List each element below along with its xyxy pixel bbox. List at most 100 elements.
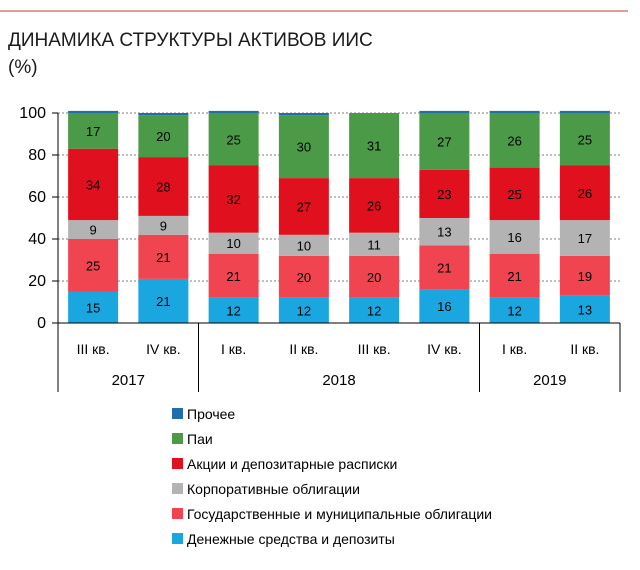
y-axis: 0 20 40 60 80 100 [19, 105, 59, 332]
data-label: 11 [367, 237, 381, 252]
bar-segment [208, 297, 259, 323]
bar-segment [138, 157, 189, 216]
data-label: 12 [226, 303, 240, 318]
data-label: 28 [156, 180, 170, 195]
bar-segment [138, 234, 189, 279]
bar-segment [559, 113, 610, 166]
chart-title: ДИНАМИКА СТРУКТУРЫ АКТИВОВ ИИС [8, 30, 373, 51]
y-tick-label: 0 [37, 315, 46, 332]
category-label: IV кв. [427, 341, 462, 357]
bar-segment [349, 178, 400, 233]
data-label: 10 [297, 238, 311, 253]
bar-segment [278, 115, 329, 179]
bar-segment [278, 297, 329, 323]
bar-segment [138, 278, 189, 323]
data-label: 16 [437, 299, 451, 314]
data-label: 9 [160, 218, 167, 233]
data-label: 26 [578, 186, 592, 201]
bar-segment [68, 220, 119, 239]
bar-segment [349, 232, 400, 256]
legend: Прочее Паи Акции и депозитарные расписки Ко… [172, 406, 492, 547]
bar-segment [489, 167, 540, 221]
data-label: 20 [156, 129, 170, 144]
legend-swatch [172, 533, 183, 544]
data-label: 21 [226, 269, 240, 284]
legend-label: Денежные средства и депозиты [187, 531, 395, 547]
data-label: 31 [367, 139, 381, 154]
bar-segment [138, 215, 189, 235]
bar-segment [349, 255, 400, 298]
bar-segment [349, 113, 400, 179]
data-label: 12 [367, 303, 381, 318]
data-label: 12 [297, 303, 311, 318]
data-label: 25 [226, 132, 240, 147]
y-tick-label: 100 [19, 105, 46, 122]
data-label: 21 [507, 269, 521, 284]
x-axis: III кв. IV кв. I кв. II кв. III кв. IV кв. I к… [57, 322, 621, 392]
bar-segment [278, 178, 329, 235]
bar-segment [208, 113, 259, 166]
bar-segment [489, 297, 540, 323]
bar-segment [278, 113, 329, 116]
bar-segment [208, 110, 259, 113]
bar-segment [138, 115, 189, 158]
bar-segment [278, 234, 329, 256]
legend-label: Паи [187, 431, 213, 447]
data-label: 27 [297, 199, 311, 214]
data-label: 16 [507, 230, 521, 245]
bar-segment [419, 218, 470, 246]
data-label: 25 [578, 132, 592, 147]
bars: 15 25 9 34 17 21 21 9 28 20 12 21 10 32 25 12 20 10 27 30 12… [68, 110, 610, 323]
data-label: 15 [86, 300, 100, 315]
bar-segment [559, 110, 610, 113]
data-label: 13 [437, 225, 451, 240]
bar-segment [489, 253, 540, 298]
data-label: 23 [437, 187, 451, 202]
data-label: 26 [367, 198, 381, 213]
legend-swatch [172, 433, 183, 444]
bar-segment [208, 165, 259, 233]
category-label: III кв. [358, 341, 391, 357]
data-label: 25 [507, 187, 521, 202]
y-tick-label: 20 [28, 273, 46, 290]
data-label: 13 [578, 302, 592, 317]
legend-label: Прочее [187, 406, 235, 422]
data-label: 9 [90, 223, 97, 238]
bar-segment [349, 297, 400, 323]
data-label: 32 [226, 192, 240, 207]
bar-segment [559, 295, 610, 323]
bar-segment [559, 255, 610, 296]
legend-swatch [172, 458, 183, 469]
legend-swatch [172, 408, 183, 419]
bar-segment [489, 220, 540, 254]
bar-segment [208, 253, 259, 298]
data-label: 20 [297, 270, 311, 285]
data-label: 17 [86, 124, 100, 139]
legend-swatch [172, 483, 183, 494]
bar-segment [419, 245, 470, 290]
data-label: 25 [86, 258, 100, 273]
data-label: 21 [156, 250, 170, 265]
bar-segment [68, 291, 119, 323]
bar-segment [419, 110, 470, 113]
category-label: I кв. [221, 341, 246, 357]
year-label: 2019 [533, 372, 566, 389]
data-label: 17 [578, 231, 592, 246]
data-label: 12 [507, 303, 521, 318]
bar-segment [419, 113, 470, 170]
category-label: III кв. [77, 341, 110, 357]
bar-segment [68, 110, 119, 113]
data-label: 19 [578, 269, 592, 284]
bar-segment [138, 113, 189, 116]
year-label: 2017 [112, 372, 145, 389]
bar-segment [68, 148, 119, 221]
legend-label: Государственные и муниципальные облигаци… [187, 506, 492, 522]
data-label: 27 [437, 134, 451, 149]
bar-segment [559, 165, 610, 221]
bar-segment [208, 232, 259, 254]
year-label: 2018 [322, 372, 355, 389]
y-tick-label: 40 [28, 231, 46, 248]
legend-label: Корпоративные облигации [187, 481, 360, 497]
data-label: 10 [226, 236, 240, 251]
category-label: I кв. [502, 341, 527, 357]
